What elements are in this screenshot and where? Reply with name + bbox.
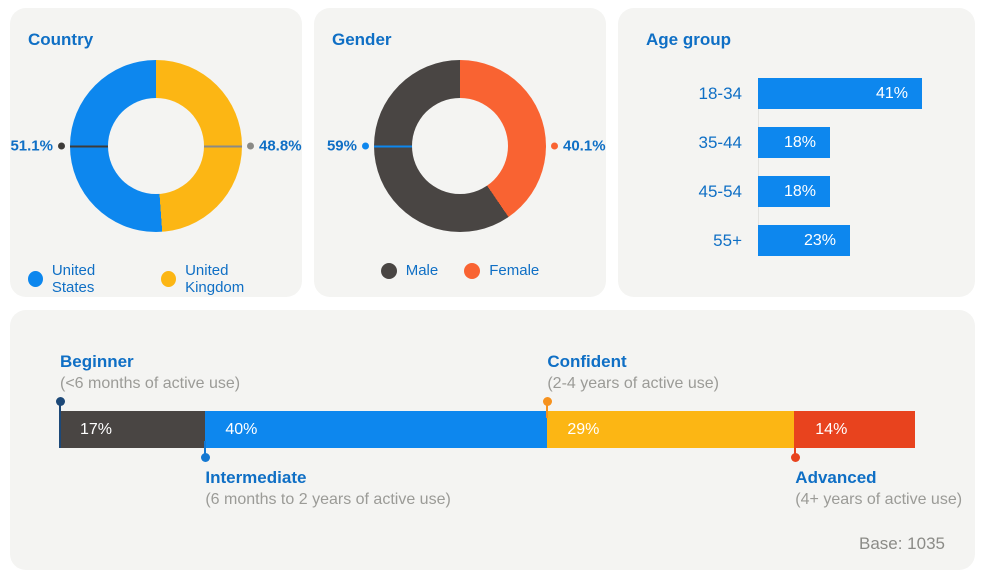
gender-legend: Male Female <box>332 262 588 279</box>
gender-card: Gender 59% 40.1% Male Female <box>314 8 606 297</box>
gender-right-callout-dot <box>551 142 558 150</box>
confident-label: Confident (2-4 years of active use) <box>547 352 719 393</box>
country-left-callout-line <box>70 145 108 147</box>
age-bar-chart: 18-34 41% 35-44 18% 45-54 18% 55+ <box>646 78 947 256</box>
age-bar-value: 18% <box>783 133 816 151</box>
age-group-card-title: Age group <box>646 30 731 49</box>
beginner-segment: 17% <box>60 411 206 448</box>
legend-label: United States <box>51 262 96 296</box>
country-callout-right: 48.8% <box>204 138 302 155</box>
age-row-35-44: 35-44 18% <box>646 127 947 158</box>
beginner-marker-line <box>59 402 61 448</box>
stacked-bar: 17% 40% 29% 14% <box>60 411 915 448</box>
segment-value: 29% <box>567 420 600 438</box>
legend-label: United Kingdom <box>185 262 245 296</box>
age-category-label: 55+ <box>713 230 742 250</box>
intermediate-name: Intermediate <box>205 468 307 487</box>
advanced-label: Advanced (4+ years of active use) <box>795 468 962 509</box>
age-category-label: 18-34 <box>698 83 742 103</box>
legend-label: Female <box>489 262 540 279</box>
gender-right-value: 40.1% <box>563 137 606 155</box>
beginner-desc: (<6 months of active use) <box>60 375 241 392</box>
gender-donut-hole <box>412 98 508 194</box>
gender-donut-zone: 59% 40.1% <box>327 60 606 232</box>
confident-marker-line <box>546 402 549 418</box>
united-kingdom-dot-icon <box>161 271 177 287</box>
intermediate-marker-dot-icon <box>201 453 211 462</box>
age-bar: 18% <box>758 176 830 207</box>
age-category-label: 45-54 <box>698 181 742 201</box>
legend-item-male: Male <box>380 262 439 279</box>
gender-left-callout-line <box>374 145 412 147</box>
female-dot-icon <box>464 262 481 279</box>
segment-value: 40% <box>225 420 258 438</box>
gender-callout-left: 59% <box>327 138 412 155</box>
beginner-name: Beginner <box>60 352 134 371</box>
base-note: Base: 1035 <box>858 534 945 553</box>
gender-callout-right: 40.1% <box>508 138 606 155</box>
country-left-callout-dot <box>58 142 65 150</box>
intermediate-marker-line <box>204 441 207 457</box>
country-callout-left: 51.1% <box>10 138 108 155</box>
legend-item-female: Female <box>464 262 539 279</box>
advanced-desc: (4+ years of active use) <box>795 491 963 508</box>
top-row: Country 51.1% 48.8% United States Un <box>10 8 975 297</box>
advanced-marker-dot-icon <box>791 453 801 462</box>
age-group-card: Age group 18-34 41% 35-44 18% 45-54 18% <box>618 8 975 297</box>
country-card-title: Country <box>28 30 94 49</box>
united-states-dot-icon <box>28 271 43 287</box>
country-donut-hole <box>108 98 204 194</box>
gender-right-callout-line <box>508 145 546 147</box>
advanced-segment: 14% <box>795 411 915 448</box>
confident-segment: 29% <box>547 411 796 448</box>
country-legend: United States United Kingdom <box>28 262 284 296</box>
beginner-label: Beginner (<6 months of active use) <box>60 352 240 393</box>
country-left-value: 51.1% <box>10 137 53 155</box>
age-category-label: 35-44 <box>698 132 742 152</box>
age-row-45-54: 45-54 18% <box>646 176 947 207</box>
country-right-value: 48.8% <box>259 137 302 155</box>
gender-left-value: 59% <box>326 137 357 155</box>
country-card: Country 51.1% 48.8% United States Un <box>10 8 302 297</box>
gender-left-callout-dot <box>362 142 369 150</box>
age-row-18-34: 18-34 41% <box>646 78 947 109</box>
segment-value: 17% <box>80 420 113 438</box>
age-bar: 41% <box>758 78 922 109</box>
age-row-55-plus: 55+ 23% <box>646 225 947 256</box>
intermediate-segment: 40% <box>205 411 548 448</box>
beginner-marker-dot-icon <box>56 397 65 406</box>
age-bar-value: 41% <box>875 84 908 102</box>
experience-stacked-bar-chart: Beginner (<6 months of active use) Confi… <box>56 352 962 508</box>
advanced-name: Advanced <box>795 468 877 487</box>
segment-value: 14% <box>815 420 848 438</box>
age-bar: 18% <box>758 127 830 158</box>
experience-card: Beginner (<6 months of active use) Confi… <box>10 310 975 570</box>
confident-marker-dot-icon <box>543 397 553 406</box>
age-bar-value: 23% <box>803 231 836 249</box>
legend-item-united-kingdom: United Kingdom <box>161 262 284 296</box>
intermediate-label: Intermediate (6 months to 2 years of act… <box>205 468 450 509</box>
country-donut-zone: 51.1% 48.8% <box>10 60 302 232</box>
confident-name: Confident <box>547 352 627 371</box>
intermediate-desc: (6 months to 2 years of active use) <box>205 491 451 508</box>
legend-item-united-states: United States <box>28 262 135 296</box>
confident-desc: (2-4 years of active use) <box>547 375 719 392</box>
age-bar-value: 18% <box>783 182 816 200</box>
gender-card-title: Gender <box>332 30 392 49</box>
age-bar: 23% <box>758 225 850 256</box>
country-right-callout-dot <box>247 142 254 150</box>
country-right-callout-line <box>204 145 242 147</box>
advanced-marker-line <box>794 411 797 457</box>
legend-label: Male <box>405 262 439 279</box>
male-dot-icon <box>380 262 397 279</box>
